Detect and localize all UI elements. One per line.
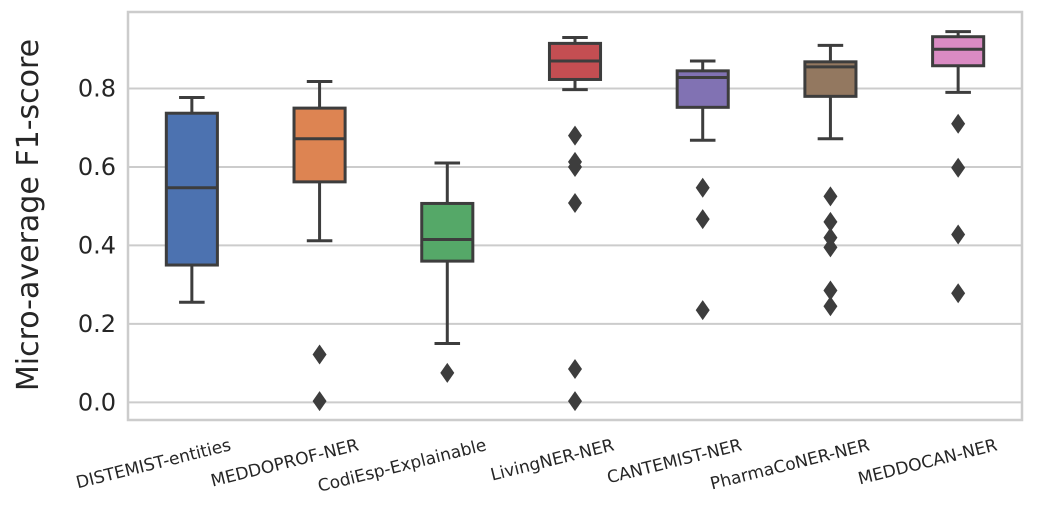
outlier-point	[823, 211, 838, 232]
outlier-point	[568, 391, 582, 412]
outlier-point	[695, 209, 710, 230]
outlier-point	[951, 113, 966, 134]
outlier-point	[695, 300, 710, 321]
y-axis-title: Micro-average F1-score	[11, 39, 46, 391]
box-group	[675, 59, 730, 321]
outlier-point	[695, 177, 710, 198]
box-iqr	[420, 201, 475, 263]
y-tick-label: 0.4	[78, 231, 116, 259]
y-tick-labels: 0.0 0.2 0.4 0.6 0.8	[78, 75, 116, 417]
outlier-point	[568, 193, 582, 214]
x-tick-labels: DISTEMIST-entitiesMEDDOPROF-NERCodiEsp-E…	[74, 435, 999, 496]
outlier-point	[951, 224, 966, 245]
box-group	[420, 161, 475, 383]
y-tick-label: 0.8	[78, 75, 116, 103]
x-tick-label: LivingNER-NER	[489, 435, 617, 485]
outlier-point	[568, 359, 582, 379]
x-tick-label: MEDDOCAN-NER	[856, 435, 999, 489]
box-group	[931, 30, 986, 304]
outlier-point	[951, 157, 966, 178]
outlier-point	[568, 156, 582, 177]
outlier-point	[312, 391, 327, 412]
boxes-layer	[164, 30, 986, 412]
box-group	[164, 96, 219, 304]
outlier-point	[823, 296, 838, 317]
outlier-point	[440, 362, 455, 383]
box-group	[292, 79, 347, 412]
plot-frame	[126, 10, 1024, 422]
y-tick-label: 0.6	[78, 153, 116, 181]
y-tick-label: 0.0	[78, 388, 116, 416]
box-group	[547, 36, 603, 412]
x-tick-label: DISTEMIST-entities	[74, 435, 233, 493]
outlier-point	[312, 344, 327, 365]
outlier-point	[568, 125, 582, 146]
outlier-point	[823, 237, 838, 258]
outlier-point	[823, 280, 838, 301]
box-iqr	[931, 35, 986, 68]
y-tick-label: 0.2	[78, 310, 116, 338]
box-group	[803, 43, 858, 317]
box-iqr	[292, 106, 347, 184]
outlier-point	[823, 186, 838, 207]
outlier-point	[951, 283, 966, 304]
